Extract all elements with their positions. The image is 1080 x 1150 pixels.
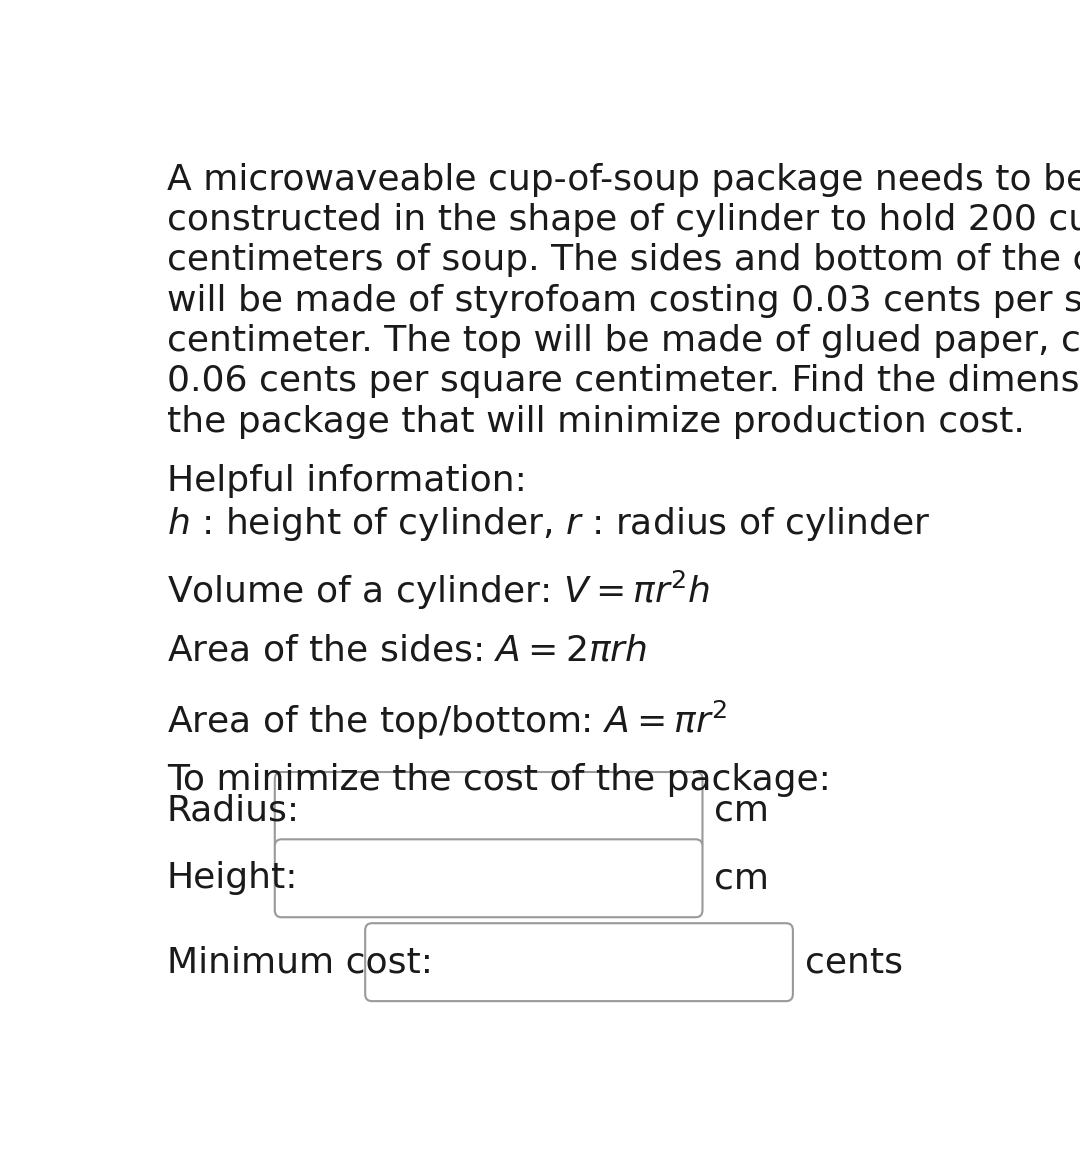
FancyBboxPatch shape bbox=[365, 923, 793, 1002]
Text: cm: cm bbox=[714, 861, 769, 896]
Text: Minimum cost:: Minimum cost: bbox=[166, 945, 433, 979]
Text: Area of the sides: $A = 2\pi r h$: Area of the sides: $A = 2\pi r h$ bbox=[166, 634, 647, 668]
Text: Helpful information:: Helpful information: bbox=[166, 465, 527, 498]
Text: constructed in the shape of cylinder to hold 200 cubic: constructed in the shape of cylinder to … bbox=[166, 204, 1080, 237]
Text: centimeter. The top will be made of glued paper, costing: centimeter. The top will be made of glue… bbox=[166, 324, 1080, 358]
Text: To minimize the cost of the package:: To minimize the cost of the package: bbox=[166, 764, 831, 797]
FancyBboxPatch shape bbox=[274, 840, 702, 918]
Text: will be made of styrofoam costing 0.03 cents per square: will be made of styrofoam costing 0.03 c… bbox=[166, 284, 1080, 317]
Text: the package that will minimize production cost.: the package that will minimize productio… bbox=[166, 405, 1025, 438]
Text: $h$ : height of cylinder, $r$ : radius of cylinder: $h$ : height of cylinder, $r$ : radius o… bbox=[166, 505, 931, 543]
Text: centimeters of soup. The sides and bottom of the container: centimeters of soup. The sides and botto… bbox=[166, 244, 1080, 277]
Text: Height:: Height: bbox=[166, 861, 298, 896]
Text: Area of the top/bottom: $A = \pi r^2$: Area of the top/bottom: $A = \pi r^2$ bbox=[166, 698, 727, 742]
Text: cm: cm bbox=[714, 793, 769, 828]
Text: A microwaveable cup-of-soup package needs to be: A microwaveable cup-of-soup package need… bbox=[166, 163, 1080, 197]
Text: Volume of a cylinder: $V = \pi r^2 h$: Volume of a cylinder: $V = \pi r^2 h$ bbox=[166, 569, 710, 613]
Text: 0.06 cents per square centimeter. Find the dimensions for: 0.06 cents per square centimeter. Find t… bbox=[166, 365, 1080, 398]
Text: cents: cents bbox=[805, 945, 903, 979]
Text: Radius:: Radius: bbox=[166, 793, 300, 828]
FancyBboxPatch shape bbox=[274, 772, 702, 850]
